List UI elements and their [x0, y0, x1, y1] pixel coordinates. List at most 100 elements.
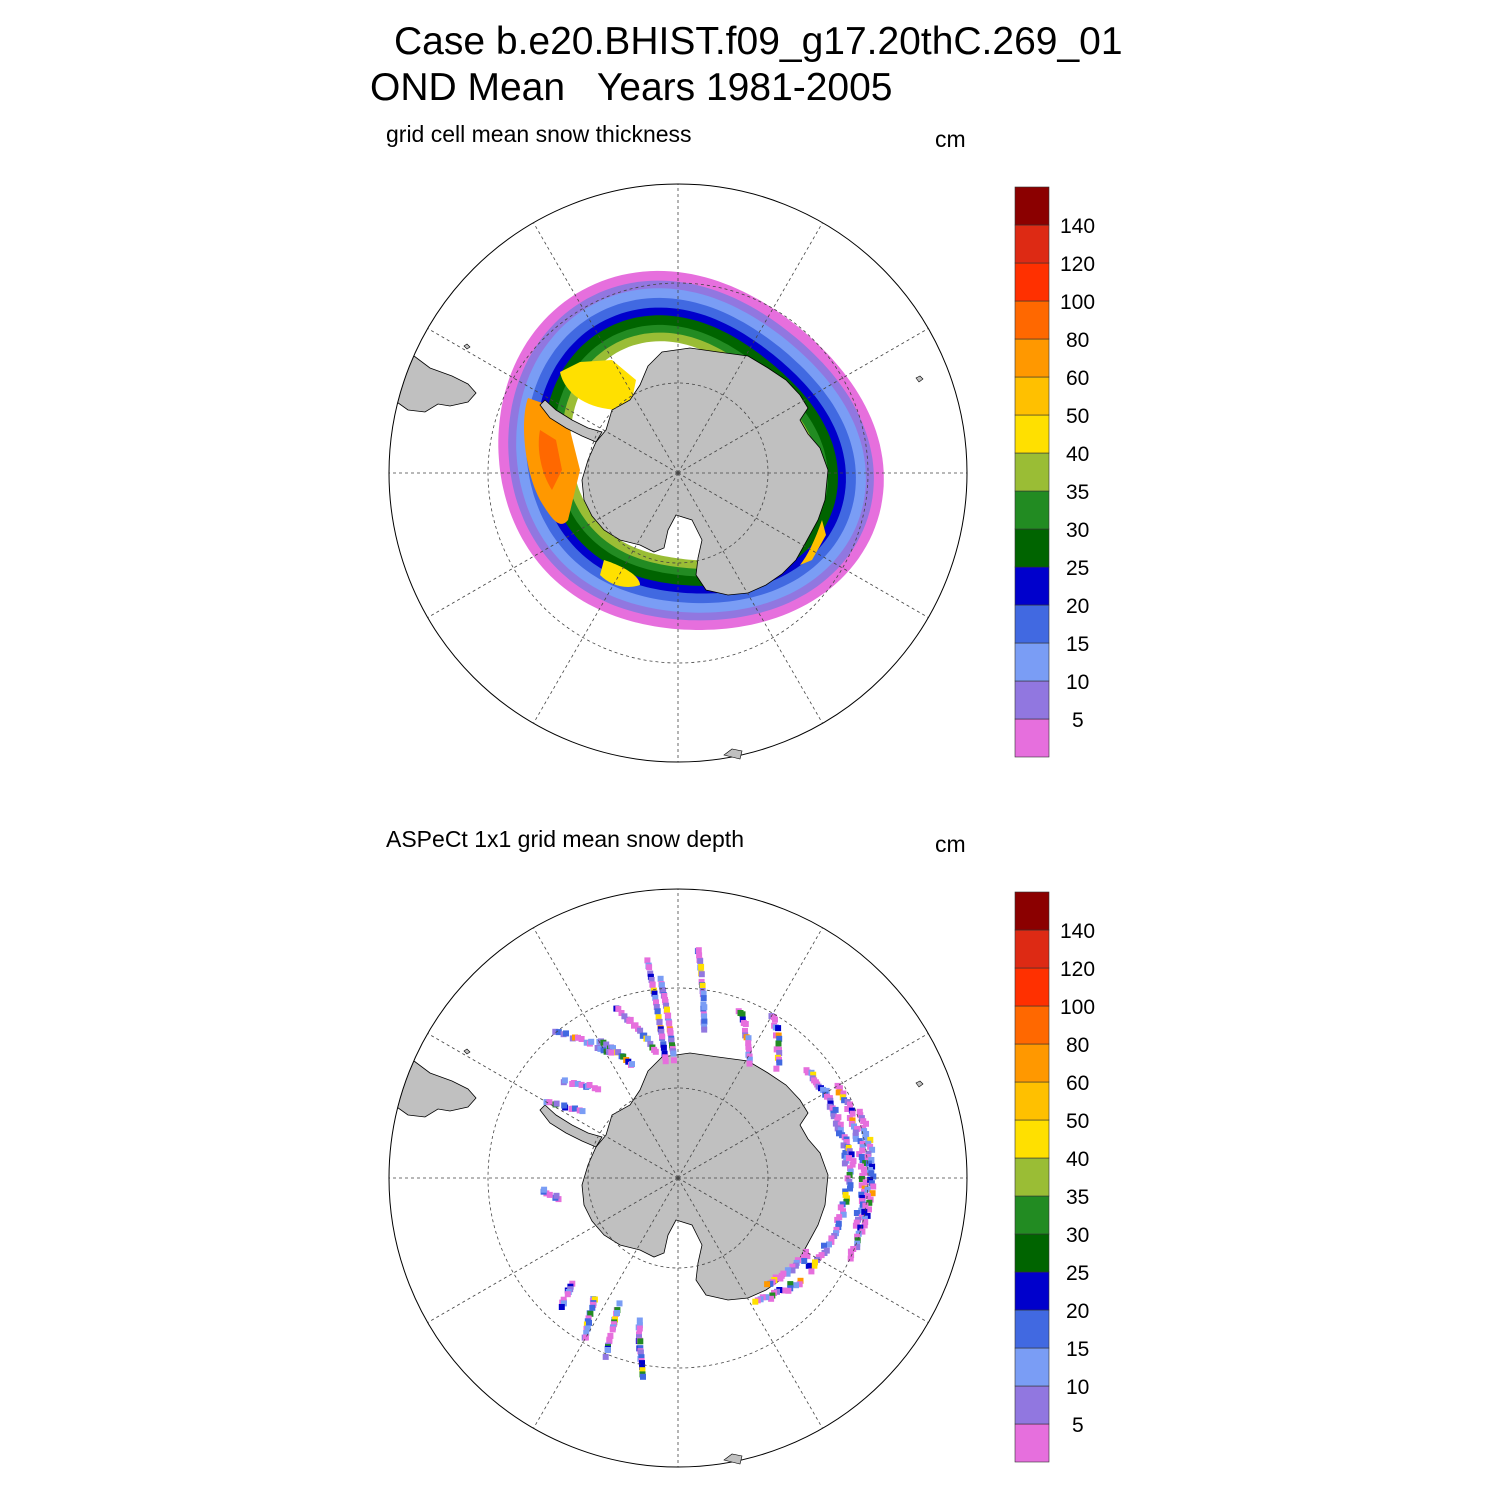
colorbar-swatch — [1014, 1157, 1050, 1197]
island-marker — [723, 1453, 743, 1465]
obs-cell — [852, 1129, 859, 1136]
obs-cell — [584, 1325, 591, 1332]
obs-cell — [646, 964, 653, 971]
obs-cell — [636, 1322, 643, 1329]
colorbar-swatch — [1014, 1423, 1050, 1463]
obs-cell — [620, 1053, 627, 1060]
colorbar-tick-label: 15 — [1066, 633, 1089, 656]
obs-cell — [868, 1180, 875, 1187]
obs-cell — [859, 1144, 866, 1151]
obs-cell — [835, 1089, 842, 1096]
obs-cell — [745, 1040, 752, 1047]
obs-cell — [606, 1338, 613, 1345]
obs-cell — [789, 1267, 796, 1274]
colorbar-swatch — [1014, 718, 1050, 758]
obs-cell — [615, 1049, 622, 1056]
obs-cell — [843, 1198, 850, 1205]
obs-cell — [742, 1027, 748, 1034]
obs-cell — [575, 1034, 581, 1041]
obs-cell — [846, 1155, 852, 1162]
obs-cell — [856, 1108, 863, 1115]
obs-cell — [847, 1182, 854, 1189]
colorbar-tick-label: 140 — [1060, 215, 1095, 238]
obs-cell — [583, 1330, 590, 1337]
obs-cell — [863, 1131, 870, 1137]
obs-cell — [841, 1160, 848, 1167]
colorbar-tick-label: 25 — [1066, 1262, 1089, 1285]
obs-cell — [618, 1010, 625, 1016]
colorbar-tick-label: 80 — [1066, 329, 1089, 352]
obs-cell — [776, 1059, 783, 1066]
colorbar-swatch — [1014, 1043, 1050, 1083]
obs-cell — [860, 1166, 867, 1173]
obs-cell — [823, 1087, 830, 1094]
colorbar-tick-label: 50 — [1066, 405, 1089, 428]
obs-cell — [578, 1036, 585, 1042]
map-panel-model — [388, 183, 968, 763]
meridian-line — [533, 222, 679, 474]
obs-cell — [775, 1025, 782, 1032]
island-marker — [915, 375, 924, 383]
obs-cell — [695, 947, 702, 954]
obs-cell — [867, 1196, 874, 1203]
obs-cell — [844, 1195, 850, 1202]
obs-cell — [636, 1325, 643, 1332]
obs-cell — [849, 1110, 856, 1117]
colorbar-tick-label: 50 — [1066, 1110, 1089, 1133]
obs-cell — [858, 1214, 865, 1221]
obs-cell — [637, 1338, 644, 1345]
obs-cell — [640, 1373, 646, 1380]
obs-cell — [842, 1188, 849, 1195]
obs-cell — [870, 1173, 877, 1180]
obs-cell — [840, 1142, 847, 1149]
obs-cell — [847, 1101, 853, 1108]
obs-cell — [858, 1154, 865, 1160]
obs-cell — [854, 1237, 861, 1244]
colorbar-swatch — [1014, 1195, 1050, 1235]
meridian-line — [427, 472, 679, 618]
obs-cell — [586, 1319, 592, 1326]
obs-cell — [572, 1105, 578, 1112]
obs-cell — [830, 1113, 837, 1120]
colorbar-swatch — [1014, 1233, 1050, 1273]
obs-cell — [859, 1141, 866, 1147]
obs-cell — [607, 1332, 614, 1339]
colorbar-tick-label: 35 — [1066, 1186, 1089, 1209]
obs-cell — [655, 1014, 662, 1021]
obs-cell — [773, 1065, 780, 1072]
obs-cell — [660, 987, 667, 994]
obs-cell — [785, 1287, 792, 1294]
obs-cell — [772, 1016, 778, 1023]
obs-cell — [563, 1030, 569, 1037]
obs-cell — [587, 1310, 594, 1317]
obs-cell — [784, 1267, 791, 1274]
east-yellow — [800, 520, 826, 565]
obs-cell — [834, 1216, 841, 1223]
obs-cell — [849, 1117, 856, 1124]
obs-cell — [837, 1204, 844, 1211]
obs-cell — [801, 1258, 808, 1264]
colorbar-swatch — [1014, 300, 1050, 340]
latitude-circle — [487, 987, 869, 1369]
panel-1-label: grid cell mean snow thickness — [386, 121, 692, 147]
obs-cell — [848, 1107, 855, 1114]
obs-cell — [570, 1080, 577, 1086]
obs-cell — [553, 1100, 560, 1107]
obs-cell — [780, 1287, 787, 1294]
colorbar-swatch — [1014, 452, 1050, 492]
obs-cell — [862, 1160, 869, 1167]
obs-cell — [670, 1050, 677, 1057]
obs-cell — [853, 1210, 860, 1216]
obs-cell — [854, 1233, 861, 1240]
colorbar-tick-label: 40 — [1066, 443, 1089, 466]
meridian-line — [677, 1177, 823, 1429]
obs-cell — [654, 1008, 661, 1015]
colorbar-model: 5 10 15 20 25 30 35 40 50 60 80 100 120 140 — [1014, 186, 1095, 758]
meridian-line — [533, 472, 679, 724]
obs-cell — [826, 1241, 832, 1248]
obs-cell — [775, 1032, 782, 1039]
obs-cell — [869, 1190, 876, 1197]
meridian-line — [533, 1177, 679, 1429]
obs-cell — [850, 1158, 857, 1165]
obs-cell — [800, 1254, 807, 1261]
